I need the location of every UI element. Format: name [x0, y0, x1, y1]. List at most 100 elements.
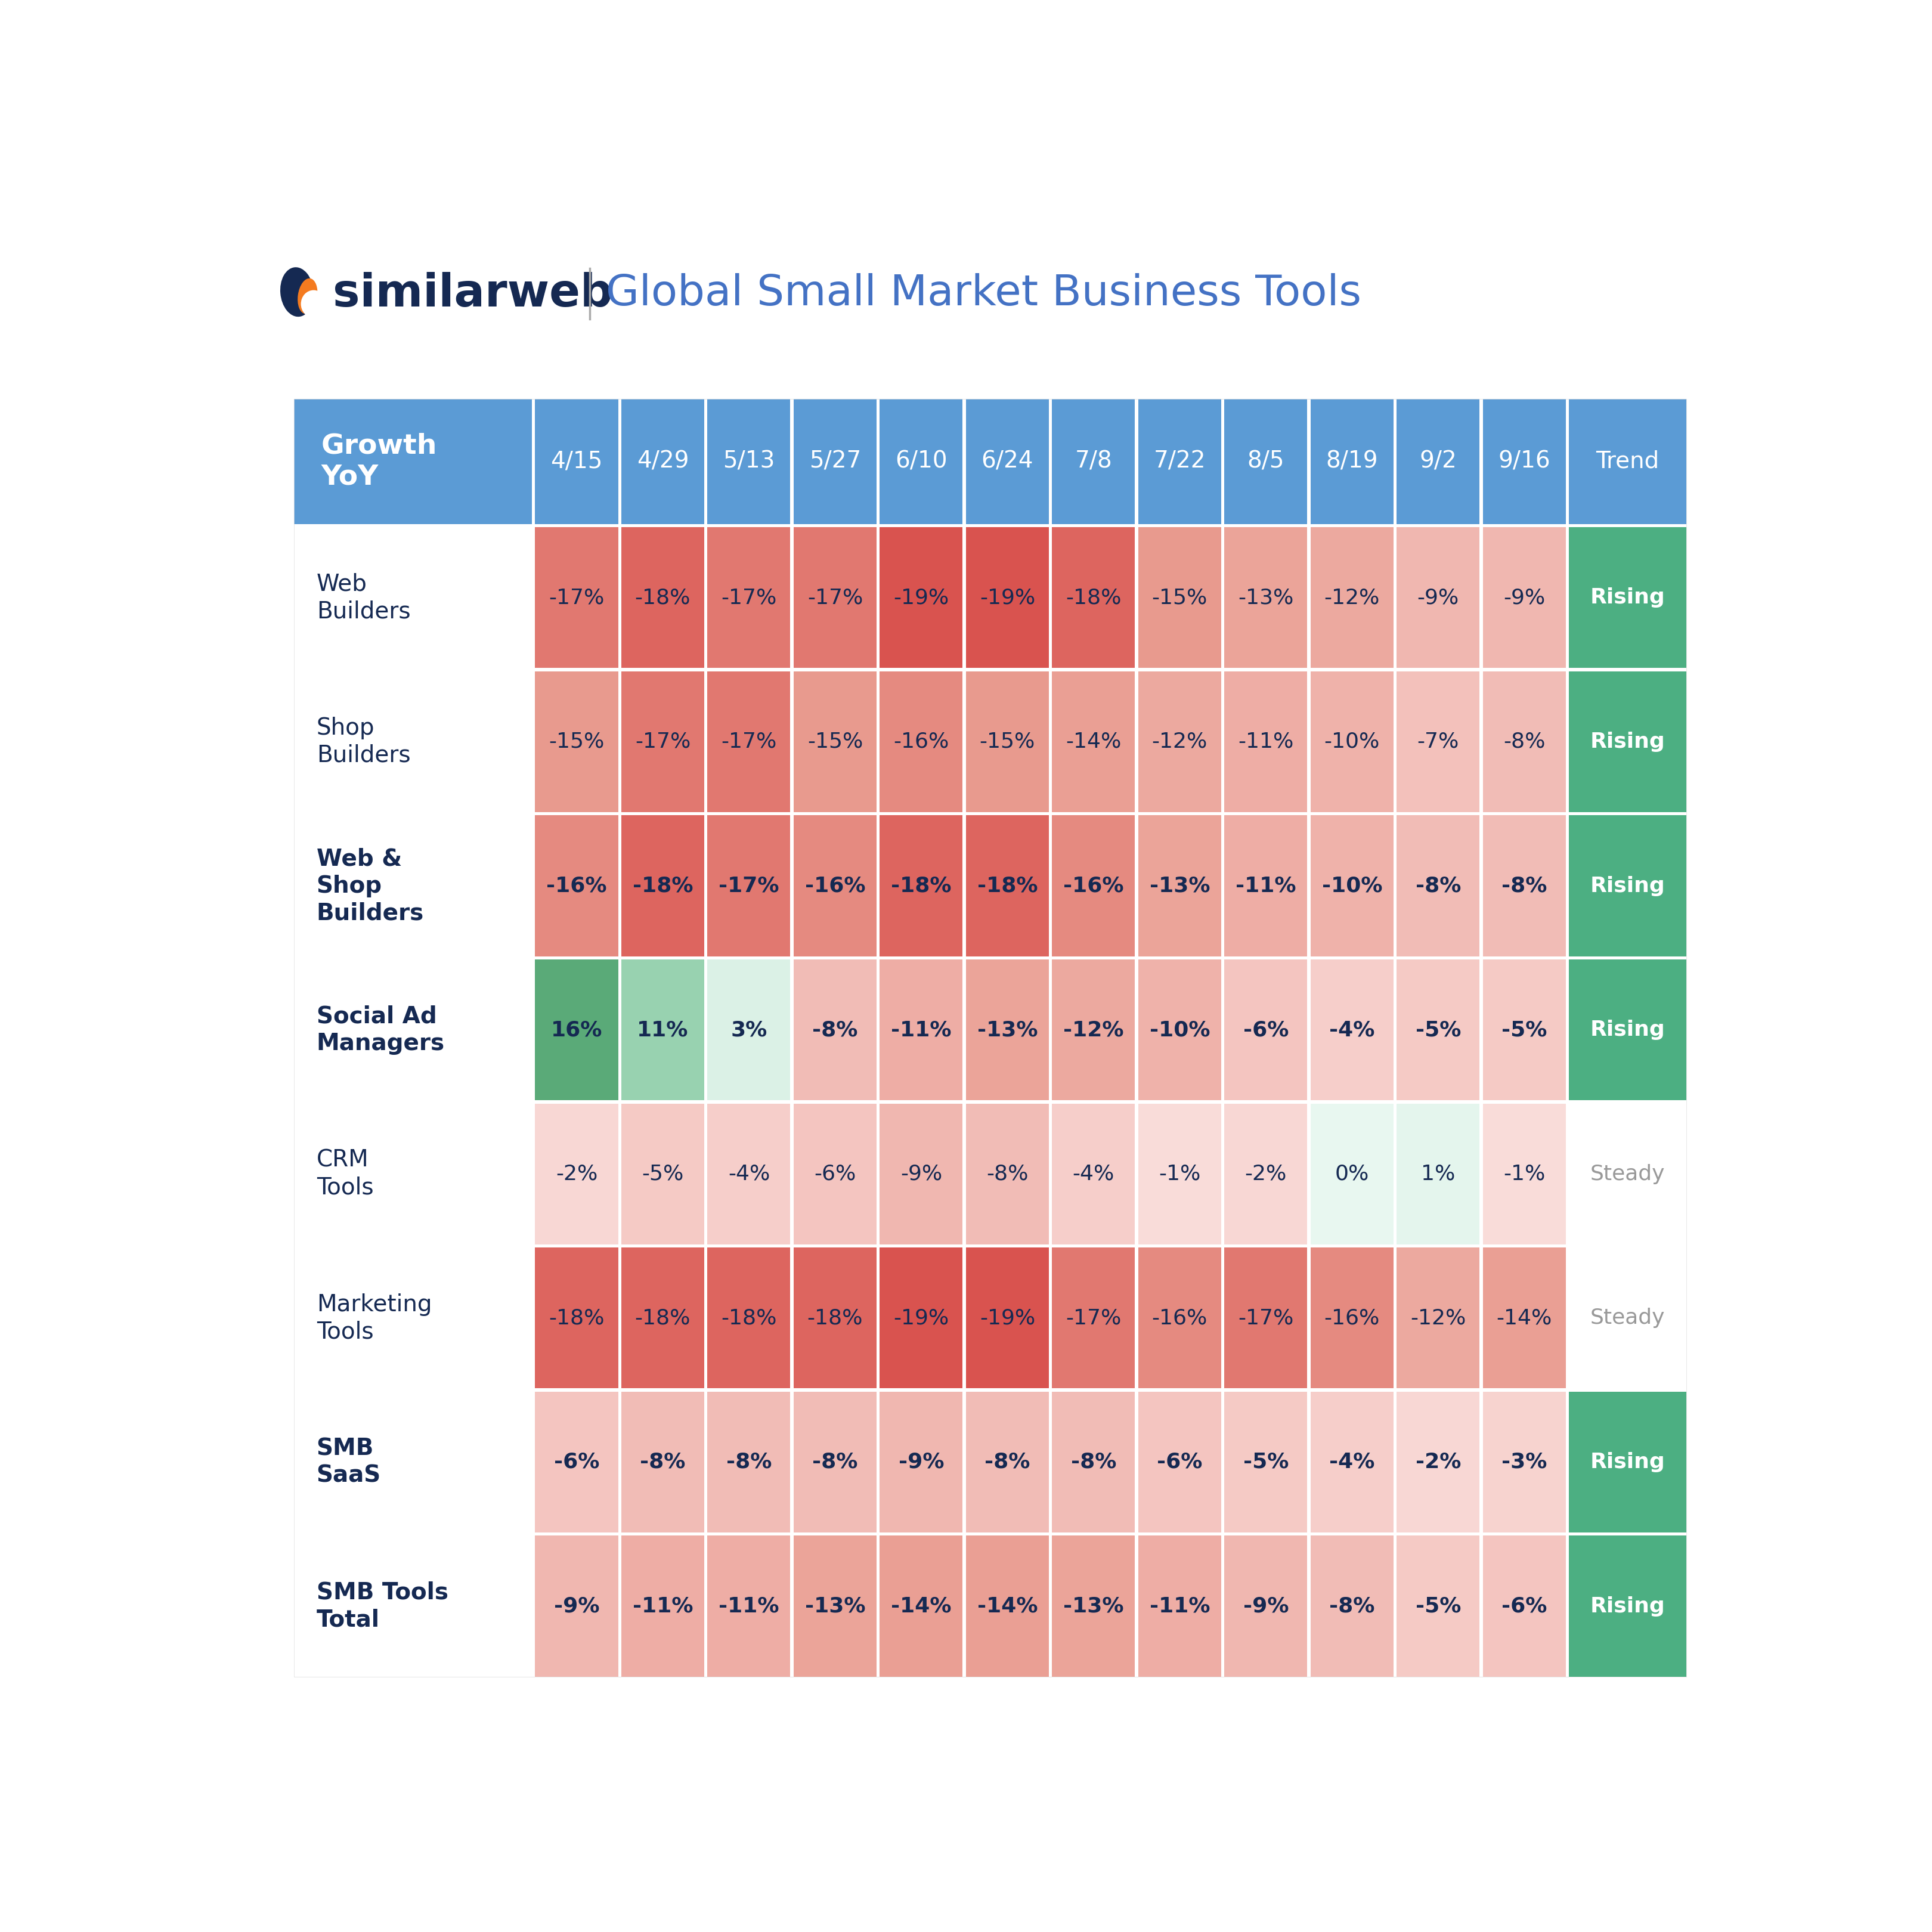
Text: 8/19: 8/19 [1325, 450, 1378, 473]
FancyBboxPatch shape [966, 527, 1049, 668]
Text: -8%: -8% [985, 1453, 1030, 1472]
Text: -19%: -19% [893, 587, 949, 609]
Text: -15%: -15% [549, 732, 605, 752]
Text: Steady: Steady [1590, 1308, 1665, 1327]
FancyBboxPatch shape [707, 960, 790, 1101]
FancyBboxPatch shape [707, 1391, 790, 1532]
FancyBboxPatch shape [707, 1103, 790, 1244]
Text: -5%: -5% [1242, 1453, 1289, 1472]
FancyBboxPatch shape [535, 670, 618, 811]
Text: -9%: -9% [1503, 587, 1546, 609]
FancyBboxPatch shape [294, 1103, 531, 1244]
FancyBboxPatch shape [879, 1248, 962, 1389]
FancyBboxPatch shape [707, 527, 790, 668]
Text: -15%: -15% [808, 732, 864, 752]
Text: -18%: -18% [891, 875, 951, 896]
FancyBboxPatch shape [966, 398, 1049, 524]
Text: -8%: -8% [1501, 875, 1548, 896]
FancyBboxPatch shape [535, 1391, 618, 1532]
FancyBboxPatch shape [966, 670, 1049, 811]
FancyBboxPatch shape [1397, 1391, 1480, 1532]
FancyBboxPatch shape [1225, 398, 1308, 524]
Text: -6%: -6% [1501, 1596, 1548, 1617]
FancyBboxPatch shape [1569, 670, 1687, 811]
Text: -18%: -18% [549, 1308, 605, 1327]
FancyBboxPatch shape [294, 815, 531, 956]
Text: -16%: -16% [1063, 875, 1124, 896]
Text: -12%: -12% [1323, 587, 1379, 609]
FancyBboxPatch shape [1053, 527, 1134, 668]
Text: Rising: Rising [1590, 1596, 1665, 1617]
Text: Marketing
Tools: Marketing Tools [317, 1293, 433, 1343]
FancyBboxPatch shape [1225, 1248, 1308, 1389]
Text: -6%: -6% [554, 1453, 599, 1472]
Text: -15%: -15% [1151, 587, 1208, 609]
Text: Growth
YoY: Growth YoY [321, 433, 437, 491]
Text: Social Ad
Managers: Social Ad Managers [317, 1005, 444, 1055]
FancyBboxPatch shape [1310, 1391, 1393, 1532]
Text: -3%: -3% [1501, 1453, 1548, 1472]
Text: SMB
SaaS: SMB SaaS [317, 1437, 381, 1488]
FancyBboxPatch shape [879, 815, 962, 956]
FancyBboxPatch shape [1484, 1536, 1565, 1677]
Text: 8/5: 8/5 [1248, 450, 1285, 473]
Text: -13%: -13% [1238, 587, 1294, 609]
Text: -1%: -1% [1159, 1163, 1200, 1184]
FancyBboxPatch shape [1225, 670, 1308, 811]
Text: -12%: -12% [1151, 732, 1208, 752]
Text: -16%: -16% [1151, 1308, 1208, 1327]
Text: 0%: 0% [1335, 1163, 1370, 1184]
Text: -6%: -6% [1242, 1020, 1289, 1039]
Text: -4%: -4% [728, 1163, 771, 1184]
FancyBboxPatch shape [794, 527, 877, 668]
FancyBboxPatch shape [794, 815, 877, 956]
FancyBboxPatch shape [879, 398, 962, 524]
FancyBboxPatch shape [966, 1536, 1049, 1677]
Text: -6%: -6% [1157, 1453, 1202, 1472]
Text: -8%: -8% [811, 1020, 858, 1039]
Text: -8%: -8% [726, 1453, 771, 1472]
FancyBboxPatch shape [294, 670, 531, 811]
FancyBboxPatch shape [707, 1536, 790, 1677]
Text: -2%: -2% [1244, 1163, 1287, 1184]
Text: -1%: -1% [1503, 1163, 1546, 1184]
FancyBboxPatch shape [1397, 398, 1480, 524]
FancyBboxPatch shape [879, 1103, 962, 1244]
FancyBboxPatch shape [1484, 1248, 1565, 1389]
Text: -13%: -13% [806, 1596, 866, 1617]
FancyBboxPatch shape [1138, 1103, 1221, 1244]
FancyBboxPatch shape [1138, 1248, 1221, 1389]
Text: -11%: -11% [719, 1596, 779, 1617]
FancyBboxPatch shape [1053, 398, 1134, 524]
Text: 16%: 16% [551, 1020, 603, 1039]
Text: Rising: Rising [1590, 1453, 1665, 1472]
Text: -11%: -11% [632, 1596, 694, 1617]
Text: -16%: -16% [893, 732, 949, 752]
FancyBboxPatch shape [535, 1103, 618, 1244]
FancyBboxPatch shape [1569, 527, 1687, 668]
FancyBboxPatch shape [1310, 1248, 1393, 1389]
Text: -5%: -5% [1501, 1020, 1548, 1039]
FancyBboxPatch shape [535, 960, 618, 1101]
FancyBboxPatch shape [535, 1536, 618, 1677]
FancyBboxPatch shape [1225, 1103, 1308, 1244]
FancyBboxPatch shape [1225, 527, 1308, 668]
FancyBboxPatch shape [707, 670, 790, 811]
Text: 7/8: 7/8 [1074, 450, 1113, 473]
FancyBboxPatch shape [622, 960, 705, 1101]
Text: -8%: -8% [1503, 732, 1546, 752]
Text: -9%: -9% [554, 1596, 599, 1617]
FancyBboxPatch shape [1053, 1536, 1134, 1677]
Text: -18%: -18% [636, 587, 690, 609]
FancyBboxPatch shape [966, 960, 1049, 1101]
Text: -14%: -14% [1497, 1308, 1551, 1327]
FancyBboxPatch shape [879, 670, 962, 811]
Text: Web
Builders: Web Builders [317, 572, 410, 622]
Text: -9%: -9% [1242, 1596, 1289, 1617]
FancyBboxPatch shape [1138, 1536, 1221, 1677]
Text: Global Small Market Business Tools: Global Small Market Business Tools [605, 272, 1362, 315]
FancyBboxPatch shape [1225, 960, 1308, 1101]
FancyBboxPatch shape [1138, 670, 1221, 811]
Text: -18%: -18% [808, 1308, 864, 1327]
Text: -7%: -7% [1418, 732, 1459, 752]
